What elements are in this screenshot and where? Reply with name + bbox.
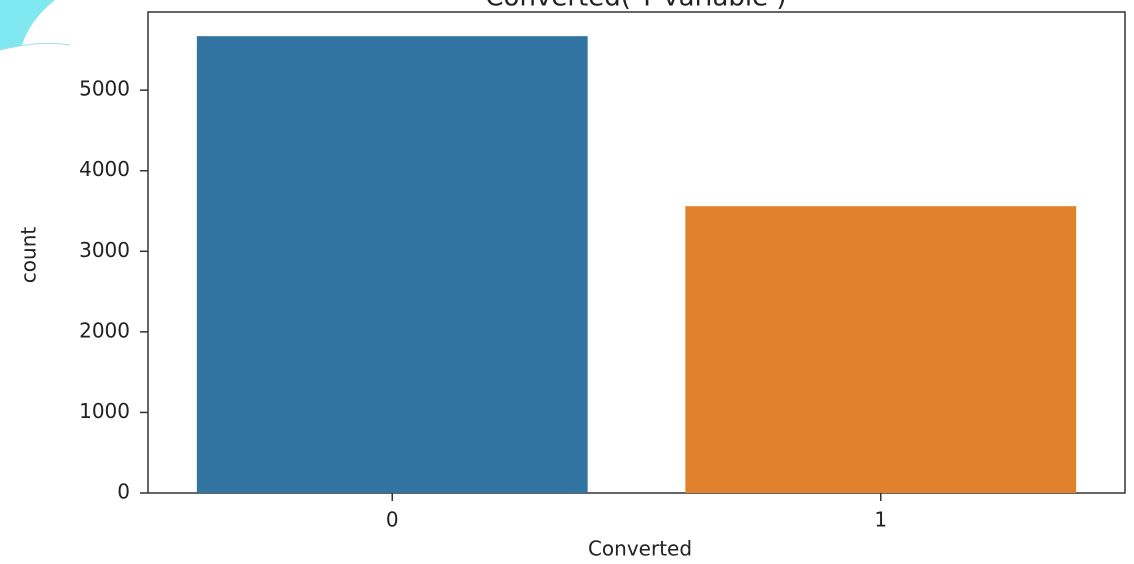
y-tick-label: 5000 xyxy=(79,77,130,101)
plot-frame xyxy=(147,11,1126,494)
decoration xyxy=(0,42,71,51)
chart-title: Converted( Y variable ) xyxy=(485,0,786,13)
decoration xyxy=(0,0,55,50)
bar xyxy=(685,206,1077,493)
y-axis-label: count xyxy=(17,227,41,284)
y-tick-label: 3000 xyxy=(79,238,130,262)
y-tick-label: 4000 xyxy=(79,157,130,181)
y-tick-label: 0 xyxy=(117,480,130,504)
y-tick-label: 2000 xyxy=(79,318,130,342)
x-axis-label: Converted xyxy=(588,537,692,561)
x-tick-label: 0 xyxy=(386,508,399,532)
bar xyxy=(196,36,588,494)
y-tick-label: 1000 xyxy=(79,399,130,423)
x-tick-label: 1 xyxy=(874,508,887,532)
